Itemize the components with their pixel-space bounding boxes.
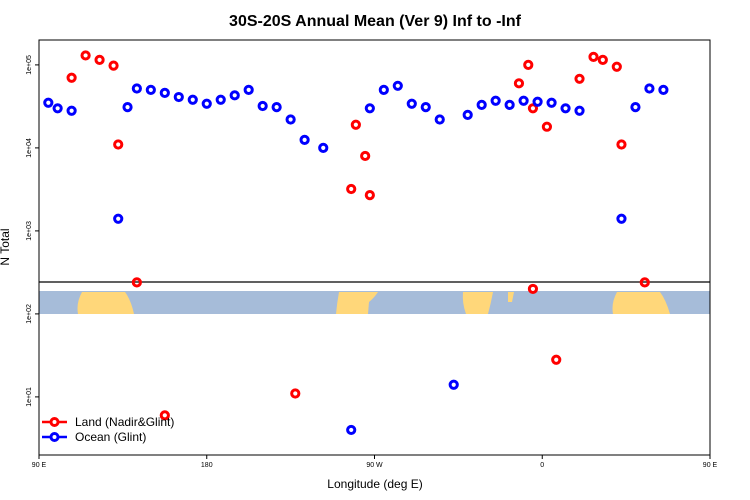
ocean-point	[299, 134, 310, 145]
chart-title: 30S-20S Annual Mean (Ver 9) Inf to -Inf	[229, 13, 522, 30]
land-africa	[462, 292, 493, 314]
land-point	[551, 354, 562, 365]
ocean-point	[420, 102, 431, 113]
ocean-point	[187, 94, 198, 105]
ocean-point	[504, 99, 515, 110]
ocean-point	[462, 109, 473, 120]
legend-land-marker	[49, 417, 60, 427]
x-tick-label: 90 W	[366, 462, 383, 469]
ocean-point	[630, 102, 641, 113]
ocean-point	[644, 83, 655, 94]
x-axis: 90 E 180 90 W 0 90 E	[32, 455, 718, 469]
x-tick-label: 90 E	[703, 462, 718, 469]
land-point	[360, 150, 371, 162]
ocean-point	[66, 105, 77, 116]
land-point	[527, 103, 539, 114]
land-point	[131, 277, 142, 288]
land-point	[108, 60, 119, 71]
land-australia	[77, 292, 134, 314]
ocean-point	[159, 87, 170, 98]
ocean-point	[448, 379, 459, 390]
land-australia-repeat	[612, 292, 670, 314]
ocean-point	[271, 102, 282, 113]
land-madagascar	[508, 292, 514, 302]
ocean-point	[122, 102, 133, 113]
land-point	[290, 388, 301, 399]
legend-ocean-marker	[49, 432, 60, 442]
ocean-point	[518, 95, 529, 106]
land-point	[541, 121, 553, 132]
ocean-point	[406, 98, 417, 109]
ocean-point	[532, 96, 543, 107]
y-tick-label: 1e+03	[26, 221, 33, 241]
land-point	[523, 59, 534, 71]
x-tick-label: 0	[540, 462, 544, 469]
ocean-point	[243, 84, 254, 95]
ocean-point	[52, 103, 63, 114]
y-tick-label: 1e+05	[26, 55, 33, 75]
ocean-point	[145, 84, 156, 95]
land-point	[80, 50, 91, 61]
ocean-point	[378, 84, 389, 95]
y-tick-label: 1e+01	[26, 387, 33, 407]
land-point	[597, 54, 608, 65]
y-axis: 1e+01 1e+02 1e+03 1e+04 1e+05	[26, 55, 39, 407]
x-axis-label: Longitude (deg E)	[327, 477, 422, 491]
plot-frame	[38, 39, 711, 456]
land-point	[159, 410, 170, 421]
land-point	[364, 189, 375, 201]
legend-ocean-label: Ocean (Glint)	[75, 430, 146, 444]
ocean-point	[257, 100, 268, 112]
ocean-point	[318, 142, 329, 153]
y-axis-label: N Total	[0, 228, 12, 265]
land-point	[588, 51, 599, 62]
ocean-point	[364, 103, 375, 114]
data-points	[43, 50, 669, 436]
ocean-point	[173, 91, 184, 103]
surface-type-strip	[39, 291, 710, 314]
ocean-point	[215, 94, 226, 105]
ocean-point	[392, 80, 403, 91]
ocean-point	[490, 95, 501, 106]
ocean-point	[201, 98, 212, 109]
land-point	[66, 72, 77, 83]
x-tick-label: 180	[201, 462, 213, 469]
legend: Land (Nadir&Glint) Ocean (Glint)	[42, 415, 174, 444]
land-point	[350, 119, 361, 130]
ocean-point	[574, 105, 585, 116]
land-point	[574, 73, 585, 84]
land-point	[513, 78, 525, 89]
land-point	[616, 139, 627, 150]
ocean-point	[229, 90, 240, 101]
ocean-point	[476, 99, 487, 110]
legend-land-label: Land (Nadir&Glint)	[75, 415, 174, 429]
ocean-point	[43, 97, 54, 108]
land-south-america	[336, 292, 378, 314]
y-tick-label: 1e+02	[26, 304, 33, 324]
ocean-point	[434, 114, 445, 125]
ocean-point	[285, 114, 296, 125]
ocean-point	[131, 83, 142, 94]
ocean-point	[113, 213, 124, 224]
ocean-point	[546, 97, 557, 108]
land-point	[639, 277, 650, 288]
ocean-point	[658, 84, 669, 95]
land-point	[94, 54, 105, 65]
ocean-point	[346, 424, 357, 436]
land-point	[527, 283, 539, 295]
land-point	[113, 139, 124, 150]
y-tick-label: 1e+04	[26, 138, 33, 158]
ocean-point	[616, 213, 627, 224]
x-tick-label: 90 E	[32, 462, 47, 469]
land-point	[346, 183, 357, 195]
ocean-strip	[39, 291, 710, 314]
ocean-point	[560, 103, 571, 114]
land-point	[611, 61, 622, 72]
